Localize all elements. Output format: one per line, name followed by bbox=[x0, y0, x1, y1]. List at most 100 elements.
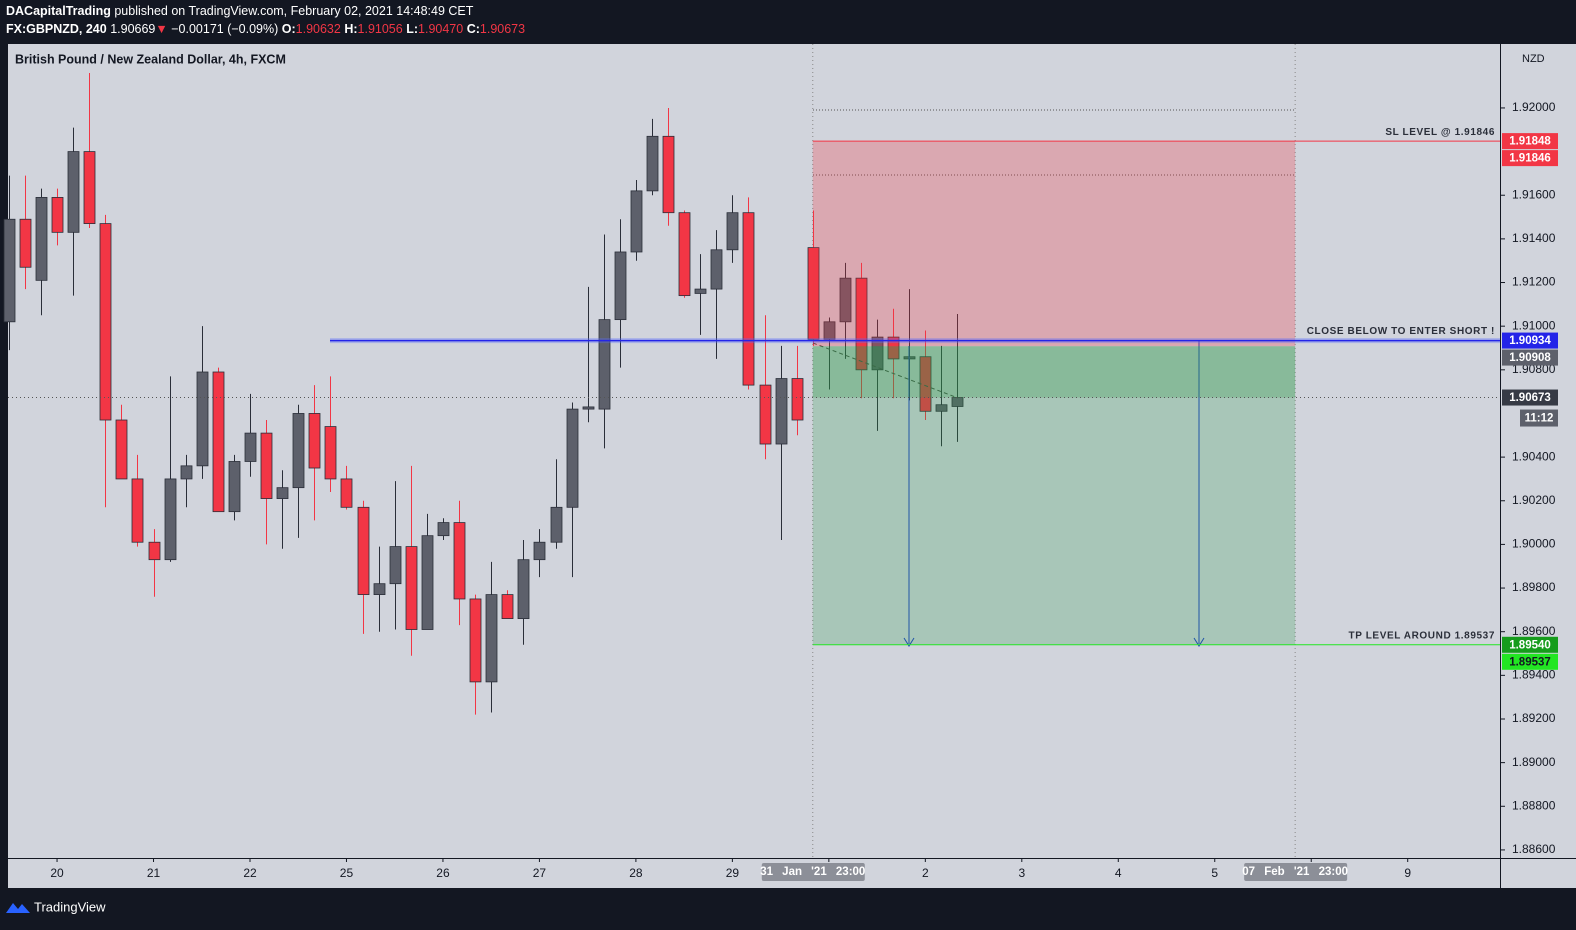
candle-body bbox=[469, 598, 482, 683]
price-tag bbox=[1502, 349, 1558, 366]
l-label: L: bbox=[406, 22, 418, 36]
candle-body bbox=[710, 249, 723, 290]
candle-body bbox=[871, 336, 884, 371]
position-zone bbox=[812, 346, 1296, 398]
candle-body bbox=[260, 432, 273, 499]
currency: NZD bbox=[1522, 53, 1545, 65]
y-tick-label: 1.89000 bbox=[1512, 755, 1556, 769]
time-label-box bbox=[761, 863, 865, 881]
candle-body bbox=[887, 336, 900, 360]
candle-body bbox=[324, 426, 337, 480]
candle-body bbox=[148, 541, 161, 561]
change: −0.00171 (−0.09%) bbox=[171, 22, 278, 36]
trend-dashed bbox=[812, 342, 959, 399]
c: 1.90673 bbox=[480, 22, 525, 36]
y-tick-label: 1.90400 bbox=[1512, 449, 1556, 463]
overlays: SL LEVEL @ 1.91846 CLOSE BELOW TO ENTER S… bbox=[8, 109, 1500, 647]
candle-body bbox=[453, 522, 466, 600]
candles bbox=[3, 73, 964, 715]
arrow-head bbox=[903, 637, 915, 647]
price-tag bbox=[1502, 150, 1558, 167]
candle-body bbox=[244, 432, 257, 462]
price-tag-label: 1.90908 bbox=[1509, 352, 1551, 364]
time-label-box bbox=[1244, 863, 1348, 881]
candle-body bbox=[630, 190, 643, 253]
candle-body bbox=[823, 321, 836, 340]
candle-body bbox=[935, 404, 948, 412]
candle-body bbox=[131, 478, 144, 543]
author: DACapitalTrading bbox=[6, 4, 111, 18]
candle-body bbox=[775, 378, 788, 445]
candle-body bbox=[742, 212, 755, 386]
annotation: SL LEVEL @ 1.91846 bbox=[1385, 127, 1495, 138]
candle-body bbox=[517, 559, 530, 620]
price-tag-label: 1.89540 bbox=[1509, 639, 1551, 651]
price-tag-label: 1.91848 bbox=[1509, 136, 1551, 148]
x-tick-label: 21 bbox=[147, 866, 161, 880]
candle-body bbox=[276, 487, 289, 499]
x-tick-label: 4 bbox=[1115, 866, 1122, 880]
candle-body bbox=[99, 223, 112, 421]
candle-body bbox=[533, 541, 546, 561]
candle-body bbox=[421, 535, 434, 630]
candle-body bbox=[485, 594, 498, 683]
candle-body bbox=[598, 319, 611, 410]
candle-body bbox=[662, 135, 675, 214]
candle-body bbox=[228, 461, 241, 513]
candle-body bbox=[807, 247, 820, 340]
candle-body bbox=[694, 288, 707, 294]
y-tick-label: 1.89600 bbox=[1512, 624, 1556, 638]
price-tag-label: 1.89537 bbox=[1509, 656, 1551, 668]
x-tick-label: 2 bbox=[922, 866, 929, 880]
c-label: C: bbox=[467, 22, 480, 36]
candle-body bbox=[67, 151, 80, 233]
countdown-box bbox=[1520, 409, 1558, 427]
quote-line: FX:GBPNZD, 240 1.90669▼ −0.00171 (−0.09%… bbox=[6, 22, 525, 36]
o: 1.90632 bbox=[296, 22, 341, 36]
price-tag bbox=[1502, 332, 1558, 349]
x-tick-label: 9 bbox=[1404, 866, 1411, 880]
o-label: O: bbox=[282, 22, 296, 36]
y-tick-label: 1.89400 bbox=[1512, 668, 1556, 682]
price-tag bbox=[1502, 389, 1558, 406]
candle-body bbox=[35, 197, 48, 281]
candle-body bbox=[550, 506, 563, 543]
x-tick-label: 5 bbox=[1211, 866, 1218, 880]
y-tick-label: 1.90200 bbox=[1512, 493, 1556, 507]
symbol: FX:GBPNZD, 240 bbox=[6, 22, 107, 36]
y-tick-label: 1.89800 bbox=[1512, 580, 1556, 594]
y-tick-label: 1.91200 bbox=[1512, 275, 1556, 289]
position-zone bbox=[812, 397, 1296, 645]
y-tick-label: 1.91000 bbox=[1512, 318, 1556, 332]
footer[interactable]: TradingView bbox=[34, 899, 106, 914]
time-label: 31 Jan '21 23:00 bbox=[760, 866, 865, 878]
y-tick-label: 1.88600 bbox=[1512, 842, 1556, 856]
candle-body bbox=[437, 522, 450, 537]
x-tick-label: 25 bbox=[340, 866, 354, 880]
logo bbox=[6, 903, 30, 913]
price-tag bbox=[1502, 636, 1558, 653]
y-tick-label: 1.88800 bbox=[1512, 798, 1556, 812]
candle-body bbox=[501, 594, 514, 620]
price-tag-label: 1.90934 bbox=[1509, 335, 1551, 347]
x-tick-label: 3 bbox=[1018, 866, 1025, 880]
y-tick-label: 1.91400 bbox=[1512, 231, 1556, 245]
candle-body bbox=[51, 197, 64, 233]
position-zone bbox=[812, 141, 1296, 347]
header-line: DACapitalTrading published on TradingVie… bbox=[6, 4, 474, 18]
plot-area bbox=[8, 44, 1500, 858]
candle-body bbox=[855, 277, 868, 371]
x-tick-label: 22 bbox=[243, 866, 257, 880]
y-tick-label: 1.89200 bbox=[1512, 711, 1556, 725]
candle-body bbox=[389, 546, 402, 585]
candle-body bbox=[726, 212, 739, 251]
candle-body bbox=[196, 371, 209, 467]
y-tick-label: 1.90000 bbox=[1512, 537, 1556, 551]
chart-title: British Pound / New Zealand Dollar, 4h, … bbox=[15, 52, 286, 66]
x-tick-label: 20 bbox=[50, 866, 64, 880]
annotation: TP LEVEL AROUND 1.89537 bbox=[1349, 630, 1495, 641]
h: 1.91056 bbox=[358, 22, 403, 36]
price-tag-label: 1.90673 bbox=[1509, 392, 1551, 404]
price-axis bbox=[1501, 44, 1576, 888]
